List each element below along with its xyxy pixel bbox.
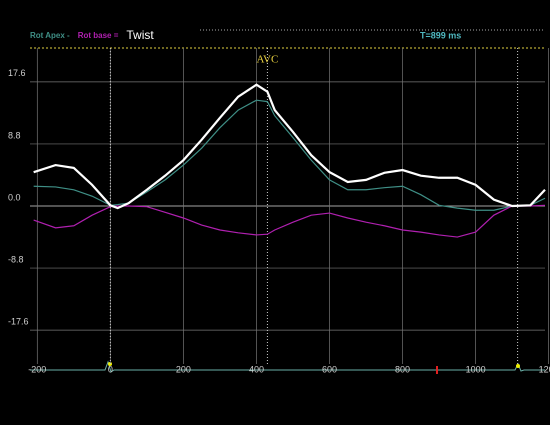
x-tick-label: 0 bbox=[108, 364, 113, 374]
time-label: T=899 ms bbox=[420, 30, 461, 40]
ecg-marker bbox=[516, 364, 520, 368]
annotation: AVC bbox=[257, 54, 279, 66]
x-tick-label: 200 bbox=[176, 364, 191, 374]
x-tick-label: 1000 bbox=[466, 364, 486, 374]
ecg-trace bbox=[30, 360, 545, 373]
series-line bbox=[33, 99, 546, 211]
y-tick-label: 8.8 bbox=[8, 130, 21, 140]
x-tick-label: -200 bbox=[28, 364, 46, 374]
y-tick-label: 0.0 bbox=[8, 192, 21, 202]
x-tick-label: 600 bbox=[322, 364, 337, 374]
y-tick-label: 17.6 bbox=[8, 68, 26, 78]
x-tick-label: 800 bbox=[395, 364, 410, 374]
legend-label: Rot base = bbox=[78, 31, 119, 40]
legend-label: Rot Apex - bbox=[30, 31, 70, 40]
x-tick-label: 400 bbox=[249, 364, 264, 374]
series-line bbox=[33, 204, 546, 238]
y-tick-label: -8.8 bbox=[8, 254, 24, 264]
series-line bbox=[33, 83, 546, 210]
legend-label: Twist bbox=[126, 28, 154, 42]
y-tick-label: -17.6 bbox=[8, 317, 29, 327]
x-tick-label: 1200 bbox=[539, 364, 550, 374]
